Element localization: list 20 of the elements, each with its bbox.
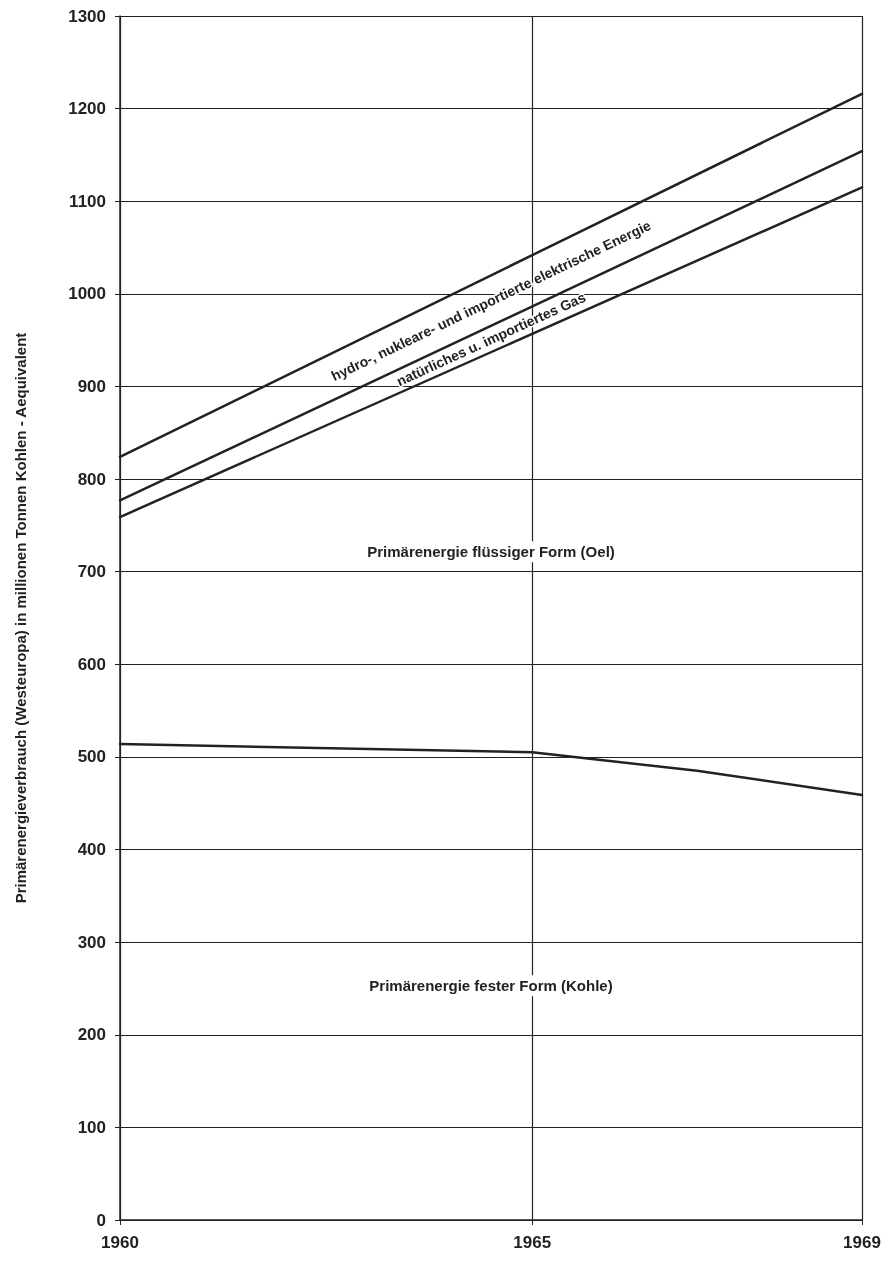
y-tick-label: 1300 — [68, 6, 106, 26]
y-tick-label: 100 — [77, 1117, 106, 1137]
y-tick-label: 900 — [77, 376, 106, 396]
y-tick-label: 600 — [77, 654, 106, 674]
x-tick-label: 1965 — [513, 1233, 552, 1252]
annotation: Primärenergie fester Form (Kohle) — [369, 977, 613, 995]
y-tick-label: 700 — [77, 562, 106, 582]
y-tick-label: 300 — [77, 932, 106, 952]
y-tick-label: 200 — [77, 1025, 106, 1045]
y-tick-label: 0 — [96, 1210, 106, 1230]
y-tick-label: 1000 — [68, 284, 106, 304]
y-tick-label: 1100 — [69, 191, 106, 211]
annotation: Primärenergie flüssiger Form (Oel) — [367, 543, 615, 561]
y-tick-label: 1200 — [68, 99, 106, 119]
x-tick-label: 1969 — [843, 1233, 881, 1252]
y-tick-label: 800 — [77, 469, 106, 489]
y-axis-title: Primärenergieverbrauch (Westeuropa) in millionen Tonnen Kohlen - Aequivalent — [12, 332, 29, 904]
x-tick-label: 1960 — [101, 1233, 139, 1252]
y-tick-label: 400 — [77, 840, 106, 860]
y-tick-label: 500 — [77, 747, 106, 767]
